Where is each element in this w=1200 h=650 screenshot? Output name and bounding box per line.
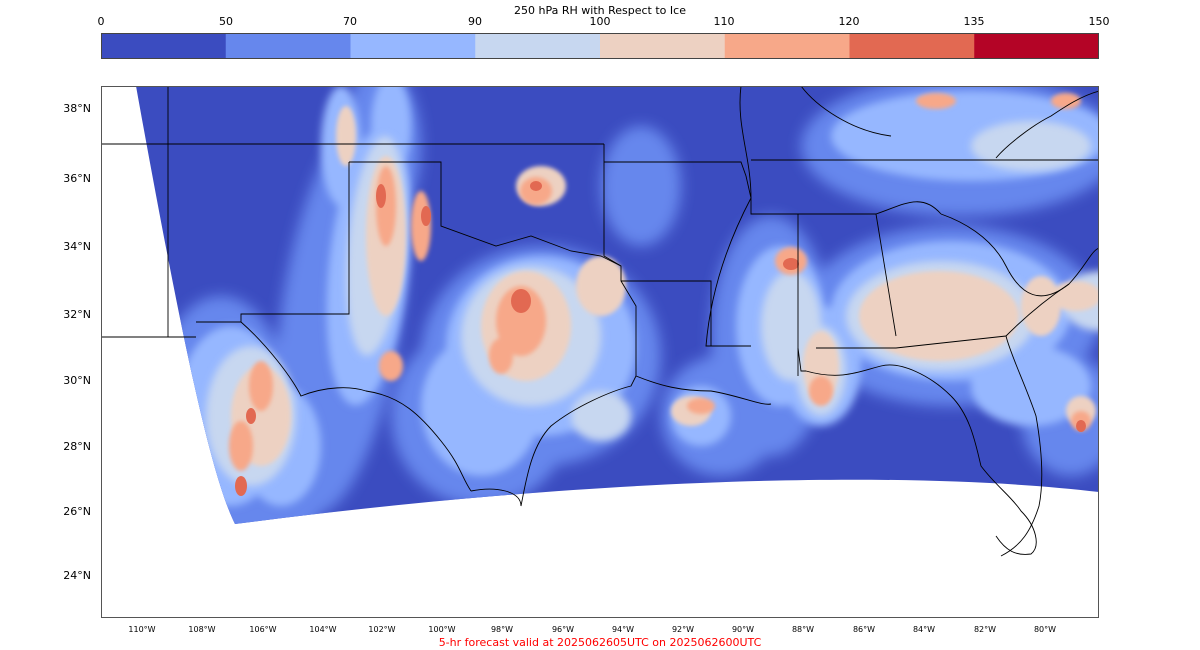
lat-label-30n: 30°N	[63, 374, 91, 387]
colorbar-tick-120: 120	[838, 15, 860, 28]
colorbar-bin-6	[849, 33, 975, 59]
colorbar-bin-0	[101, 33, 227, 59]
lon-label-90w: 90°W	[731, 625, 755, 634]
lat-label-32n: 32°N	[63, 308, 91, 321]
lon-label-108w: 108°W	[188, 625, 216, 634]
lon-label-104w: 104°W	[309, 625, 337, 634]
lat-label-28n: 28°N	[63, 440, 91, 453]
map-frame	[101, 86, 1099, 618]
lon-label-82w: 82°W	[973, 625, 997, 634]
lon-label-96w: 96°W	[551, 625, 575, 634]
colorbar-bin-5	[724, 33, 851, 59]
lon-label-98w: 98°W	[490, 625, 514, 634]
colorbar	[101, 33, 1099, 59]
lon-label-110w: 110°W	[128, 625, 156, 634]
rh-field	[136, 86, 1099, 524]
colorbar-bin-3	[475, 33, 601, 59]
colorbar-tick-110: 110	[713, 15, 735, 28]
lon-label-88w: 88°W	[791, 625, 815, 634]
colorbar-tick-150: 150	[1088, 15, 1110, 28]
colorbar-bin-1	[225, 33, 352, 59]
colorbar-bin-4	[600, 33, 726, 59]
lon-label-80w: 80°W	[1033, 625, 1057, 634]
lon-label-84w: 84°W	[912, 625, 936, 634]
lat-label-38n: 38°N	[63, 102, 91, 115]
colorbar-tick-100: 100	[589, 15, 611, 28]
lat-label-34n: 34°N	[63, 240, 91, 253]
colorbar-tick-70: 70	[343, 15, 357, 28]
lon-label-100w: 100°W	[428, 625, 456, 634]
colorbar-bin-2	[350, 33, 476, 59]
colorbar-bin-7	[974, 33, 1099, 59]
rh-map	[101, 86, 1099, 618]
forecast-valid-caption: 5-hr forecast valid at 2025062605UTC on …	[438, 636, 762, 649]
state-boundaries	[101, 86, 1099, 557]
colorbar-tick-0: 0	[97, 15, 105, 28]
lon-label-86w: 86°W	[852, 625, 876, 634]
colorbar-title: 250 hPa RH with Respect to Ice	[514, 4, 686, 17]
lon-label-106w: 106°W	[249, 625, 277, 634]
lon-label-92w: 92°W	[671, 625, 695, 634]
lat-label-26n: 26°N	[63, 505, 91, 518]
lat-label-24n: 24°N	[63, 569, 91, 582]
colorbar-tick-135: 135	[963, 15, 985, 28]
lat-label-36n: 36°N	[63, 172, 91, 185]
colorbar-tick-90: 90	[468, 15, 482, 28]
lon-label-94w: 94°W	[611, 625, 635, 634]
lon-label-102w: 102°W	[368, 625, 396, 634]
colorbar-tick-50: 50	[219, 15, 233, 28]
